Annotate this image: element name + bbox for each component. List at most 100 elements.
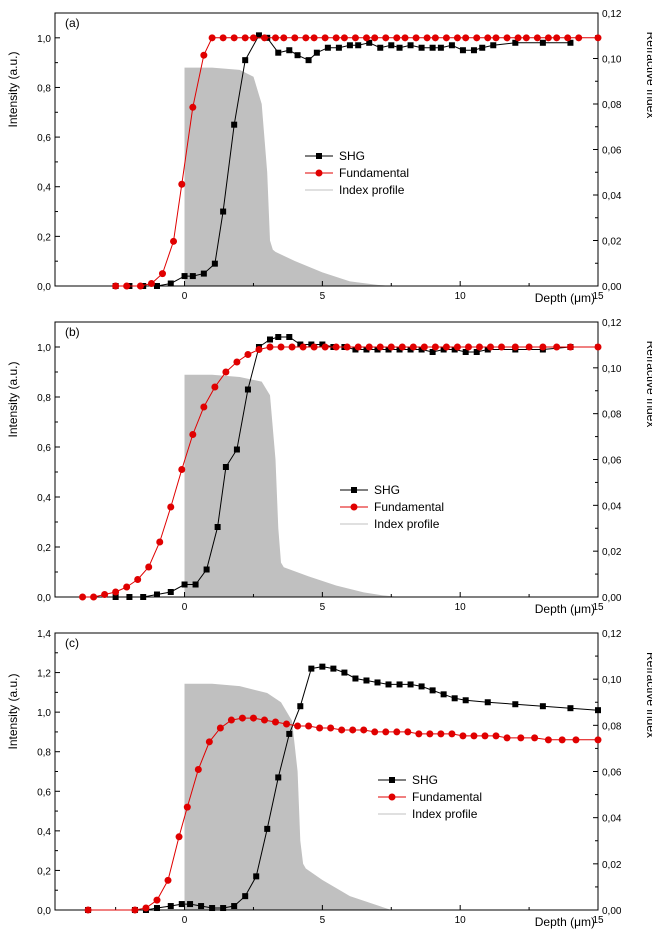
fundamental-point (533, 34, 541, 42)
y-axis-label-b: Intensity (a.u.) (6, 361, 20, 437)
fundamental-point (183, 803, 191, 811)
fundamental-point (448, 730, 456, 738)
fundamental-point (473, 34, 481, 42)
fundamental-point (260, 34, 268, 42)
fundamental-point (230, 34, 238, 42)
shg-point (396, 44, 403, 51)
fundamental-point (167, 503, 175, 511)
fundamental-point (420, 343, 428, 351)
shg-point (418, 346, 425, 353)
shg-point (294, 52, 301, 59)
shg-point (192, 581, 199, 588)
shg-point (222, 464, 229, 470)
fundamental-point (178, 466, 186, 473)
fundamental-point (437, 730, 445, 738)
shg-point (220, 905, 227, 912)
shg-point (153, 283, 160, 289)
shg-point (388, 42, 395, 49)
y-tick-label-c: 1,2 (37, 669, 51, 680)
fundamental-point (470, 732, 478, 740)
fundamental-point (492, 34, 500, 42)
panel-a: 0,0 0,2 0,4 0,6 0,8 1,0 0,00 0,02 0,04 0,06 0,08 0,… (6, 9, 652, 305)
fundamental-point (511, 343, 519, 351)
fundamental-point (255, 346, 263, 353)
panel-label-c: (c) (65, 636, 79, 650)
y-tick-label-c: 0,6 (37, 787, 51, 798)
fundamental-point (575, 34, 583, 42)
shg-point (407, 346, 414, 353)
fundamental-point (211, 383, 219, 391)
shg-point (181, 581, 188, 588)
shg-point (451, 346, 458, 353)
y2-tick-label-b: 0,06 (602, 456, 622, 467)
fundamental-point (291, 34, 299, 42)
shg-point (595, 707, 601, 714)
y2-tick-label-c: 0,02 (602, 860, 622, 871)
fundamental-point (288, 343, 296, 351)
shg-point (470, 47, 477, 54)
y-tick-label-a: 0,0 (37, 282, 51, 293)
shg-point (484, 699, 491, 706)
x-tick-label-a: 0 (182, 291, 188, 302)
y-tick-label-a: 0,6 (37, 133, 51, 144)
fundamental-point (553, 34, 561, 42)
fundamental-point (522, 34, 530, 42)
shg-point (490, 42, 497, 49)
shg-point (211, 260, 218, 267)
shg-point (440, 691, 447, 698)
fundamental-point (227, 716, 235, 724)
plot-frame-b (54, 321, 599, 598)
x-tick-label-c: 0 (182, 915, 188, 926)
shg-point (567, 39, 574, 46)
fundamental-point (112, 588, 120, 596)
y2-tick-label-b: 0,04 (602, 501, 622, 512)
shg-point (242, 57, 249, 64)
fundamental-point (84, 906, 92, 914)
fundamental-point (539, 343, 547, 351)
fundamental-point (531, 734, 539, 742)
legend-label-fundamental: Fundamental (412, 790, 482, 804)
shg-point (330, 665, 337, 672)
x-axis-label-b: Depth (μm) (535, 602, 595, 616)
x-axis-label-c: Depth (μm) (535, 915, 595, 929)
fundamental-point (200, 51, 208, 59)
shg-point (126, 594, 133, 600)
legend-marker-shg (316, 153, 322, 159)
legend-label-shg: SHG (339, 149, 365, 163)
fundamental-point (404, 728, 412, 736)
shg-point (181, 273, 188, 280)
y-tick-label-a: 1,0 (37, 34, 51, 45)
shg-point (319, 663, 326, 670)
fundamental-point (382, 728, 390, 736)
fundamental-point (475, 343, 483, 351)
shg-point (153, 591, 160, 598)
shg-point (346, 42, 353, 49)
fundamental-point (134, 576, 142, 583)
shg-point (167, 903, 174, 910)
shg-point (220, 208, 227, 215)
legend-marker-fundamental (350, 503, 358, 511)
fundamental-point (178, 180, 186, 188)
fundamental-point (558, 736, 566, 744)
fundamental-point (208, 34, 216, 42)
shg-point (286, 334, 293, 340)
fundamental-point (453, 343, 461, 351)
fundamental-point (376, 343, 384, 351)
fundamental-point (431, 34, 439, 42)
legend-marker-shg (351, 487, 357, 493)
fundamental-point (566, 343, 574, 351)
fundamental-point (272, 718, 280, 726)
fundamental-point (238, 714, 246, 722)
panel-label-a: (a) (65, 16, 80, 30)
fundamental-point (362, 34, 370, 42)
index-profile-area-a (184, 67, 598, 286)
y2-tick-label-b: 0,10 (602, 364, 622, 375)
fundamental-point (316, 724, 324, 732)
shg-point (418, 44, 425, 51)
fundamental-point (492, 732, 500, 740)
shg-point (352, 675, 359, 682)
fundamental-point (302, 34, 310, 42)
shg-point (203, 566, 210, 573)
x-axis-label-a: Depth (μm) (535, 291, 595, 305)
y-tick-label-b: 0,0 (37, 593, 51, 604)
